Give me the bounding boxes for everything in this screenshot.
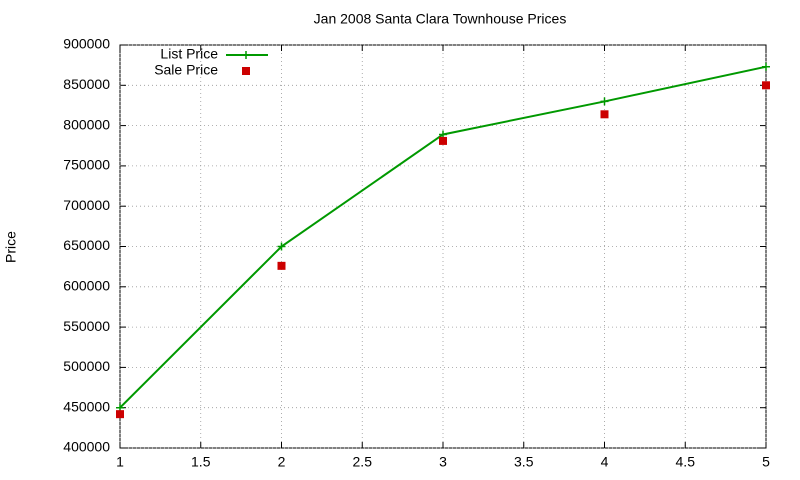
point <box>762 81 770 90</box>
point <box>277 261 286 270</box>
point <box>277 242 286 251</box>
y-axis-label: Price <box>3 231 19 263</box>
y-tick-label: 650000 <box>63 237 110 253</box>
x-tick-label: 1.5 <box>191 454 211 470</box>
y-tick-label: 550000 <box>63 318 110 334</box>
x-tick-label: 4 <box>601 454 609 470</box>
x-tick-label: 5 <box>762 454 770 470</box>
y-tick-label: 500000 <box>63 358 110 374</box>
x-tick-label: 1 <box>116 454 124 470</box>
x-tick-label: 3.5 <box>514 454 534 470</box>
legend-label: List Price <box>160 46 218 62</box>
point <box>439 136 447 145</box>
legend-marker <box>242 51 250 59</box>
y-tick-label: 450000 <box>63 398 110 414</box>
y-tick-label: 850000 <box>63 76 110 92</box>
x-tick-label: 2 <box>278 454 286 470</box>
x-tick-label: 3 <box>439 454 447 470</box>
legend-marker <box>242 67 250 75</box>
y-tick-label: 800000 <box>63 116 110 132</box>
y-tick-label: 750000 <box>63 157 110 173</box>
point <box>116 410 124 419</box>
y-tick-label: 700000 <box>63 197 110 213</box>
legend-label: Sale Price <box>154 62 218 78</box>
y-tick-label: 400000 <box>63 439 110 455</box>
x-tick-label: 4.5 <box>676 454 696 470</box>
point <box>600 110 609 119</box>
point <box>762 62 770 71</box>
y-tick-label: 900000 <box>63 36 110 52</box>
y-tick-label: 600000 <box>63 278 110 294</box>
point <box>600 97 609 106</box>
x-tick-label: 2.5 <box>353 454 373 470</box>
chart-title: Jan 2008 Santa Clara Townhouse Prices <box>314 11 567 27</box>
